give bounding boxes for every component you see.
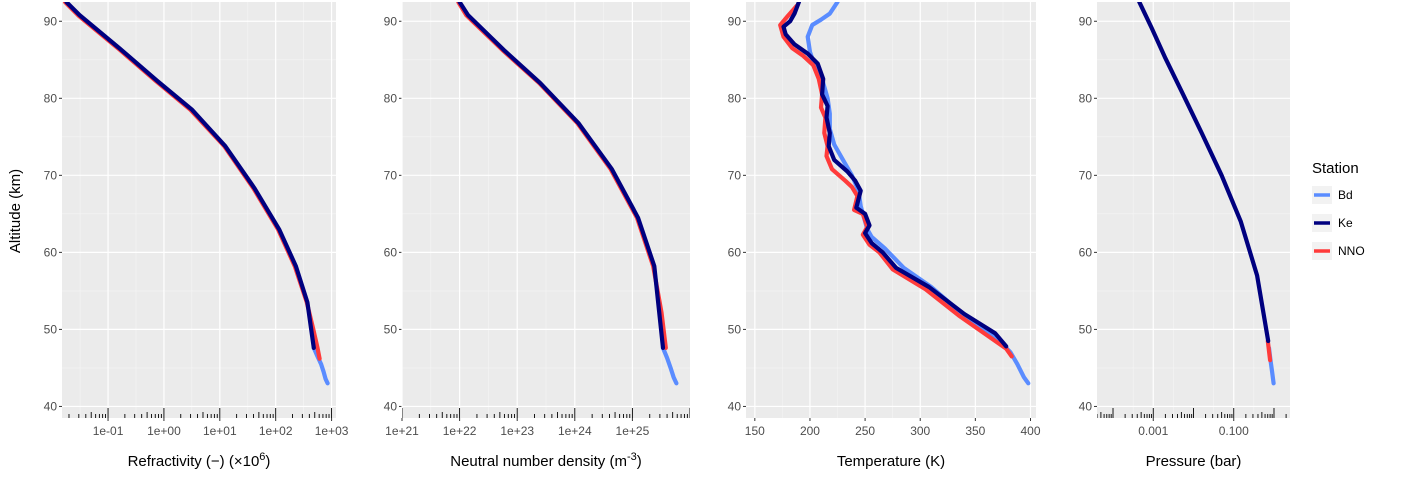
x-tick-label: 0.100 <box>1219 424 1249 438</box>
panel-background <box>62 2 336 418</box>
x-tick-label: 350 <box>965 424 985 438</box>
x-tick-label: 1e+23 <box>500 424 534 438</box>
legend-key-nno: NNO <box>1312 242 1365 260</box>
y-tick-label: 60 <box>384 245 398 259</box>
legend-label: Bd <box>1338 188 1353 202</box>
log-rug <box>68 408 333 418</box>
y-tick-label: 70 <box>44 168 58 182</box>
log-rug <box>1097 408 1287 418</box>
y-tick-label: 50 <box>384 322 398 336</box>
y-tick-label: 50 <box>1079 322 1093 336</box>
y-tick-label: 40 <box>384 399 398 413</box>
x-tick-label: 300 <box>910 424 930 438</box>
y-tick-label: 90 <box>44 14 58 28</box>
y-tick-label: 40 <box>1079 399 1093 413</box>
x-axis-title: Neutral number density (m-3) <box>450 451 642 470</box>
y-tick-label: 80 <box>384 91 398 105</box>
x-tick-label: 250 <box>855 424 875 438</box>
log-rug <box>402 408 690 418</box>
x-tick-label: 1e+02 <box>259 424 293 438</box>
y-tick-label: 70 <box>1079 168 1093 182</box>
y-tick-label: 60 <box>728 245 742 259</box>
x-tick-label: 150 <box>745 424 765 438</box>
x-tick-label: 1e+24 <box>558 424 592 438</box>
x-tick-label: 1e+22 <box>443 424 477 438</box>
y-tick-label: 90 <box>384 14 398 28</box>
y-tick-label: 80 <box>728 91 742 105</box>
legend-key-bd: Bd <box>1312 186 1353 204</box>
y-tick-label: 70 <box>384 168 398 182</box>
x-axis-title: Refractivity (−) (×106) <box>128 451 271 470</box>
y-tick-label: 70 <box>728 168 742 182</box>
panel-4: 40 50 60 70 80 90 0.001 0.100 Pressure (bar) <box>1079 2 1290 470</box>
x-tick-label: 1e+03 <box>315 424 349 438</box>
y-tick-label: 60 <box>1079 245 1093 259</box>
series-line-ke <box>64 2 316 350</box>
y-tick-label: 90 <box>1079 14 1093 28</box>
legend-title: Station <box>1312 160 1359 177</box>
series-line-bd <box>660 345 679 386</box>
y-axis-title: Altitude (km) <box>7 169 24 253</box>
series-line-ke <box>781 2 1009 349</box>
x-tick-label: 1e+00 <box>147 424 181 438</box>
legend-key-ke: Ke <box>1312 214 1353 232</box>
legend: Station Bd Ke NNO <box>1312 160 1365 260</box>
legend-label: Ke <box>1338 216 1353 230</box>
y-tick-label: 80 <box>1079 91 1093 105</box>
panel-2: 40 50 60 70 80 90 1e+21 1e+22 1e+23 1e+24 1e+25 Neu… <box>384 2 690 470</box>
legend-label: NNO <box>1338 244 1365 258</box>
panel-3: 40 50 60 70 80 90 150 200 250 300 350 400 Temperatur… <box>728 2 1041 470</box>
panel-background <box>1097 2 1290 418</box>
y-tick-label: 40 <box>44 399 58 413</box>
x-axis-title: Pressure (bar) <box>1146 453 1242 470</box>
x-tick-label: 0.001 <box>1138 424 1168 438</box>
x-tick-label: 200 <box>800 424 820 438</box>
series-line-ke <box>1137 2 1271 344</box>
x-tick-label: 1e-01 <box>93 424 124 438</box>
y-tick-label: 50 <box>728 322 742 336</box>
y-tick-label: 60 <box>44 245 58 259</box>
y-tick-label: 50 <box>44 322 58 336</box>
x-tick-label: 1e+01 <box>203 424 237 438</box>
x-tick-label: 1e+25 <box>616 424 650 438</box>
series-line-nno <box>778 3 1014 359</box>
x-tick-label: 400 <box>1020 424 1040 438</box>
panel-1: 40 50 60 70 80 90 1e-01 1e+00 1e+01 1e+02 1e+03 Ref… <box>44 2 349 470</box>
x-tick-label: 1e+21 <box>385 424 419 438</box>
y-tick-label: 90 <box>728 14 742 28</box>
series-line-nno <box>1265 338 1273 363</box>
series-line-ke <box>457 2 666 350</box>
x-axis-title: Temperature (K) <box>837 453 945 470</box>
y-tick-label: 80 <box>44 91 58 105</box>
panel-background <box>746 2 1036 418</box>
y-tick-label: 40 <box>728 399 742 413</box>
